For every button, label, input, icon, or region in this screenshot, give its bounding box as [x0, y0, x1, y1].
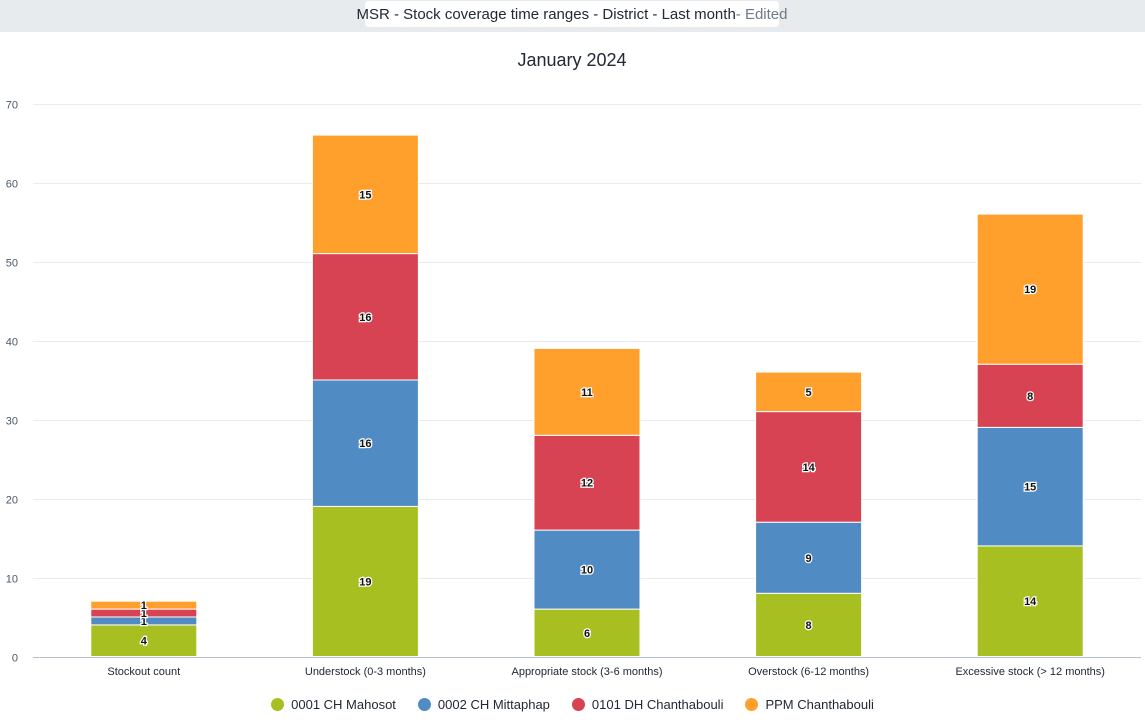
legend: 0001 CH Mahosot 0002 CH Mittaphap 0101 DH … [0, 692, 1145, 716]
y-tick-label: 50 [6, 258, 18, 270]
legend-swatch [417, 697, 431, 711]
bar-segment [533, 434, 641, 531]
legend-label: 0002 CH Mittaphap [437, 696, 550, 712]
bar-segment [90, 600, 198, 610]
bar-segment [976, 545, 1084, 658]
bar-segment [311, 505, 419, 657]
bar-segment [90, 624, 198, 658]
title-text: MSR - Stock coverage time ranges - Distr… [356, 5, 736, 23]
x-axis: Stockout count Understock (0-3 months) App… [107, 666, 1105, 678]
y-tick-label: 30 [6, 416, 18, 428]
data-label: 9 [806, 553, 812, 565]
bar-segment [755, 592, 863, 657]
bar-segment [311, 134, 419, 255]
y-tick-label: 40 [6, 337, 18, 349]
legend-item[interactable]: 0101 DH Chanthabouli [571, 696, 724, 712]
data-label: 1 [141, 616, 147, 628]
bar-segment [533, 608, 641, 657]
x-tick-label: Understock (0-3 months) [305, 666, 426, 678]
data-label: 19 [359, 576, 371, 588]
data-label: 6 [584, 628, 590, 640]
legend-label: 0101 DH Chanthabouli [591, 696, 724, 712]
y-tick-label: 20 [6, 495, 18, 507]
data-label: 5 [806, 387, 812, 399]
edited-indicator: - Edited [735, 5, 788, 23]
bar-segment [976, 213, 1084, 365]
data-label: 8 [1027, 391, 1033, 403]
x-tick-label: Appropriate stock (3-6 months) [511, 666, 662, 678]
data-label: 4 [141, 636, 148, 648]
data-label: 8 [806, 620, 812, 632]
data-label: 16 [359, 438, 371, 450]
legend-item[interactable]: 0001 CH Mahosot [271, 697, 396, 712]
x-tick-label: Excessive stock (> 12 months) [955, 666, 1104, 678]
bar-segment [755, 411, 863, 523]
legend-label: PPM Chanthabouli [765, 696, 874, 712]
data-label: 1 [141, 608, 147, 620]
data-label: 19 [1024, 284, 1036, 296]
chart-title: January 2024 [517, 50, 626, 70]
data-label: 16 [359, 312, 371, 324]
y-tick-label: 10 [6, 574, 18, 586]
bar-segment [533, 529, 641, 610]
y-tick-label: 70 [6, 100, 18, 112]
y-tick-label: 60 [6, 179, 18, 191]
bar-segment [533, 347, 641, 436]
data-label: 15 [359, 189, 371, 201]
visualization-title[interactable]: MSR - Stock coverage time ranges - Distr… [357, 1, 788, 27]
legend-swatch [271, 697, 285, 711]
data-label: 11 [581, 387, 593, 399]
header-bar: MSR - Stock coverage time ranges - Distr… [0, 0, 1145, 32]
data-label: 14 [802, 462, 815, 474]
legend-item[interactable]: 0002 CH Mittaphap [417, 696, 550, 712]
legend-swatch [571, 697, 585, 711]
x-tick-label: Overstock (6-12 months) [748, 666, 869, 678]
legend-label: 0001 CH Mahosot [291, 696, 396, 712]
legend-item[interactable]: PPM Chanthabouli [745, 696, 874, 712]
data-label: 10 [581, 565, 593, 577]
data-label: 12 [581, 478, 593, 490]
bar-segment [976, 363, 1084, 428]
bar-segment [976, 426, 1084, 547]
y-tick-label: 0 [12, 653, 18, 665]
bar-segment [311, 253, 419, 381]
x-tick-label: Stockout count [107, 666, 180, 678]
bar-segment [755, 521, 863, 594]
data-label: 1 [141, 600, 147, 612]
legend-swatch [745, 697, 759, 711]
bar-segment [311, 379, 419, 507]
y-axis: 0 10 20 30 40 50 60 70 [6, 100, 18, 665]
bar-segment [755, 371, 863, 413]
data-label: 14 [1024, 596, 1037, 608]
data-label: 15 [1024, 482, 1036, 494]
